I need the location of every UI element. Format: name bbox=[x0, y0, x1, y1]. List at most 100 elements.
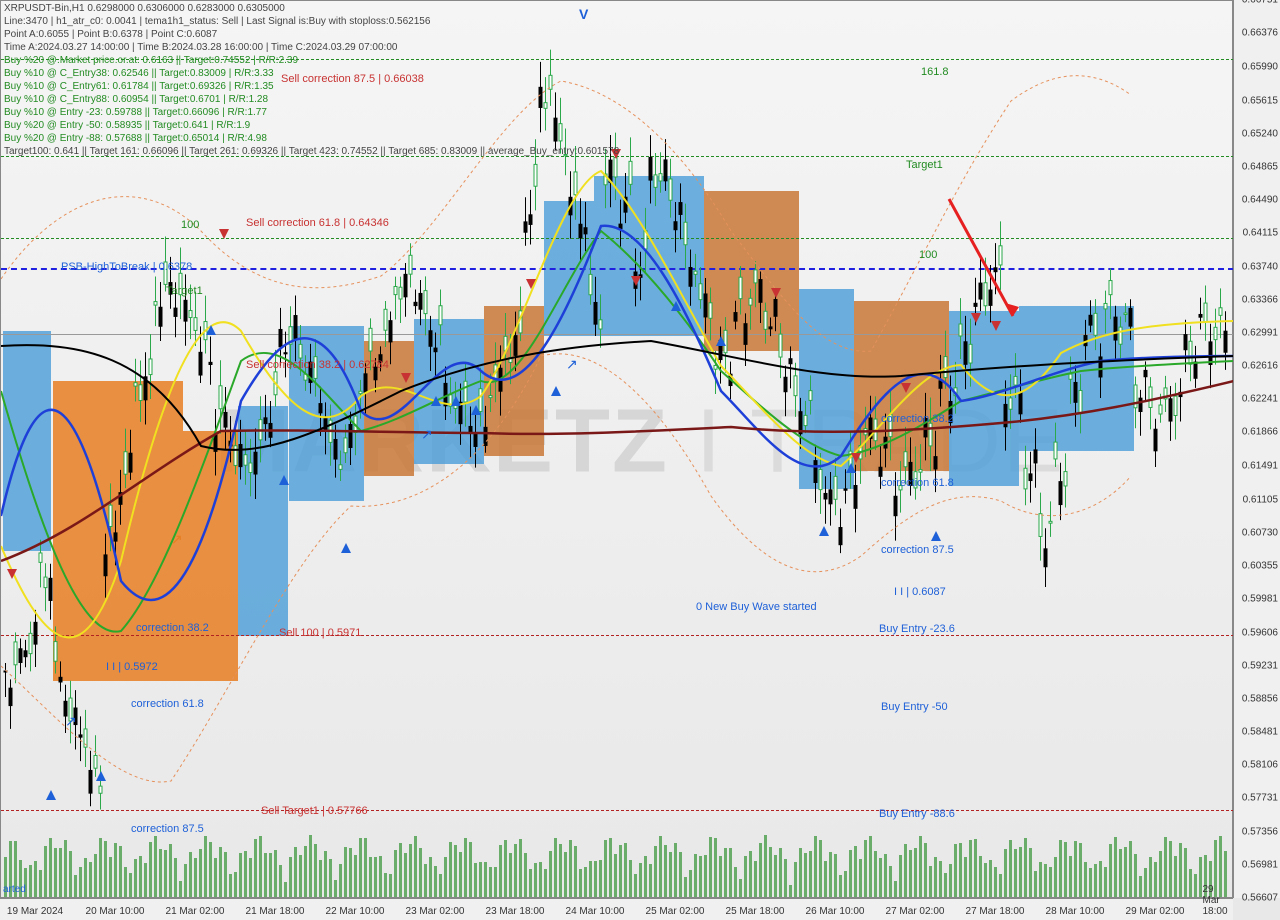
hline-current-price: 0.63050 bbox=[1, 334, 1234, 335]
x-tick: 20 Mar 10:00 bbox=[86, 906, 145, 917]
cloud-blue bbox=[1019, 306, 1134, 451]
y-tick: 0.58481 bbox=[1242, 727, 1278, 738]
x-tick: 23 Mar 02:00 bbox=[406, 906, 465, 917]
info-buy: Buy %10 @ C_Entry61: 0.61784 || Target:0… bbox=[4, 80, 619, 93]
y-tick: 0.65615 bbox=[1242, 95, 1278, 106]
y-tick: 0.64865 bbox=[1242, 161, 1278, 172]
x-tick: 28 Mar 10:00 bbox=[1046, 906, 1105, 917]
y-tick: 0.57731 bbox=[1242, 793, 1278, 804]
hline-selltarget1: 0.57766 bbox=[1, 810, 1234, 811]
chart-label: 161.8 bbox=[921, 66, 949, 78]
arrow-diag-icon: ↗ bbox=[421, 426, 433, 443]
chart-label: correction 61.8 bbox=[131, 698, 204, 710]
y-tick: 0.66751 bbox=[1242, 0, 1278, 6]
x-tick: 27 Mar 02:00 bbox=[886, 906, 945, 917]
y-tick: 0.63740 bbox=[1242, 261, 1278, 272]
y-tick: 0.61866 bbox=[1242, 427, 1278, 438]
chart-label: correction 38.2 bbox=[881, 413, 954, 425]
chart-label: I I | 0.5972 bbox=[106, 661, 158, 673]
chart-label: Sell Target1 | 0.57766 bbox=[261, 805, 368, 817]
arrow-up-icon bbox=[471, 405, 481, 415]
y-tick: 0.58856 bbox=[1242, 693, 1278, 704]
arrow-down-icon bbox=[901, 383, 911, 393]
chart-label: Sell correction 38.2 | 0.62784 bbox=[246, 359, 389, 371]
arrow-up-icon bbox=[931, 531, 941, 541]
x-tick: 25 Mar 02:00 bbox=[646, 906, 705, 917]
y-tick: 0.62241 bbox=[1242, 394, 1278, 405]
cloud-orange bbox=[183, 431, 238, 681]
chart-label: Sell correction 61.8 | 0.64346 bbox=[246, 217, 389, 229]
x-tick: 19 Mar 2024 bbox=[7, 906, 63, 917]
arrow-up-icon bbox=[279, 475, 289, 485]
x-tick: 21 Mar 18:00 bbox=[246, 906, 305, 917]
y-tick: 0.62991 bbox=[1242, 327, 1278, 338]
info-buy: Buy %10 @ C_Entry88: 0.60954 || Target:0… bbox=[4, 93, 619, 106]
info-line: Line:3470 | h1_atr_c0: 0.0041 | tema1h1_… bbox=[4, 15, 619, 28]
cloud-blue bbox=[799, 289, 854, 489]
cloud-blue bbox=[949, 311, 1019, 486]
info-buy: Buy %10 @ C_Entry38: 0.62546 || Target:0… bbox=[4, 67, 619, 80]
corner-label: arted bbox=[3, 884, 26, 895]
y-tick: 0.57356 bbox=[1242, 826, 1278, 837]
arrow-down-icon bbox=[971, 313, 981, 323]
chart-label: correction 38.2 bbox=[136, 622, 209, 634]
y-axis: 0.667510.663760.659900.656150.652400.648… bbox=[1233, 0, 1280, 898]
info-buy: Buy %20 @.Market price.or.at: 0.6163 || … bbox=[4, 54, 619, 67]
x-tick: 24 Mar 10:00 bbox=[566, 906, 625, 917]
y-tick: 0.64115 bbox=[1243, 228, 1278, 239]
y-tick: 0.56981 bbox=[1242, 859, 1278, 870]
x-tick: 26 Mar 10:00 bbox=[806, 906, 865, 917]
cloud-brown bbox=[704, 191, 799, 351]
x-tick: 25 Mar 18:00 bbox=[726, 906, 785, 917]
y-tick: 0.61105 bbox=[1243, 494, 1278, 505]
hline-sell100: 0.59710 bbox=[1, 635, 1234, 636]
arrow-down-icon bbox=[526, 279, 536, 289]
chart-label: Target1 bbox=[906, 159, 943, 171]
chart-label: I I | 0.6087 bbox=[894, 586, 946, 598]
chart-label: correction 87.5 bbox=[881, 544, 954, 556]
y-tick: 0.64490 bbox=[1242, 195, 1278, 206]
arrow-up-icon bbox=[846, 463, 856, 473]
y-tick: 0.58106 bbox=[1242, 760, 1278, 771]
info-panel: XRPUSDT-Bin,H1 0.6298000 0.6306000 0.628… bbox=[4, 2, 619, 158]
hline-target100: 0.64100 bbox=[1, 238, 1234, 239]
arrow-up-icon bbox=[341, 543, 351, 553]
arrow-up-icon bbox=[431, 396, 441, 406]
chart-label: PSB-HighToBreak | 0.6378 bbox=[61, 261, 192, 273]
info-times: Time A:2024.03.27 14:00:00 | Time B:2024… bbox=[4, 41, 619, 54]
x-tick: 27 Mar 18:00 bbox=[966, 906, 1025, 917]
y-tick: 0.56607 bbox=[1242, 893, 1278, 904]
chart-label: Buy Entry -23.6 bbox=[879, 623, 955, 635]
x-tick: 29 Mar 18:00 bbox=[1202, 884, 1227, 917]
arrow-down-icon bbox=[991, 321, 1001, 331]
cloud-blue bbox=[238, 406, 288, 636]
arrow-down-icon bbox=[7, 569, 17, 579]
x-tick: 23 Mar 18:00 bbox=[486, 906, 545, 917]
chart-label: Target1 bbox=[166, 285, 203, 297]
arrow-diag-icon: ↗ bbox=[171, 531, 183, 548]
info-buy: Buy %20 @ Entry -50: 0.58935 || Target:0… bbox=[4, 119, 619, 132]
x-tick: 29 Mar 02:00 bbox=[1126, 906, 1185, 917]
arrow-down-icon bbox=[631, 276, 641, 286]
arrow-up-icon bbox=[551, 386, 561, 396]
y-tick: 0.66376 bbox=[1242, 28, 1278, 39]
y-tick: 0.59981 bbox=[1242, 594, 1278, 605]
cloud-blue bbox=[3, 331, 51, 551]
cloud-brown bbox=[484, 306, 544, 456]
chart-label: correction 87.5 bbox=[131, 823, 204, 835]
chart-label: Buy Entry -88.6 bbox=[879, 808, 955, 820]
y-tick: 0.65990 bbox=[1242, 62, 1278, 73]
arrow-up-icon bbox=[451, 396, 461, 406]
y-tick: 0.59231 bbox=[1242, 660, 1278, 671]
y-tick: 0.59606 bbox=[1242, 627, 1278, 638]
arrow-down-icon bbox=[771, 288, 781, 298]
cloud-blue bbox=[289, 326, 364, 501]
info-buy: Buy %10 @ Entry -23: 0.59788 || Target:0… bbox=[4, 106, 619, 119]
info-points: Point A:0.6055 | Point B:0.6378 | Point … bbox=[4, 28, 619, 41]
y-tick: 0.63366 bbox=[1242, 294, 1278, 305]
arrow-down-icon bbox=[401, 373, 411, 383]
arrow-up-icon bbox=[206, 325, 216, 335]
cloud-blue bbox=[594, 176, 704, 336]
x-axis: 19 Mar 202420 Mar 10:0021 Mar 02:0021 Ma… bbox=[0, 898, 1233, 920]
chart-label: 100 bbox=[181, 219, 199, 231]
